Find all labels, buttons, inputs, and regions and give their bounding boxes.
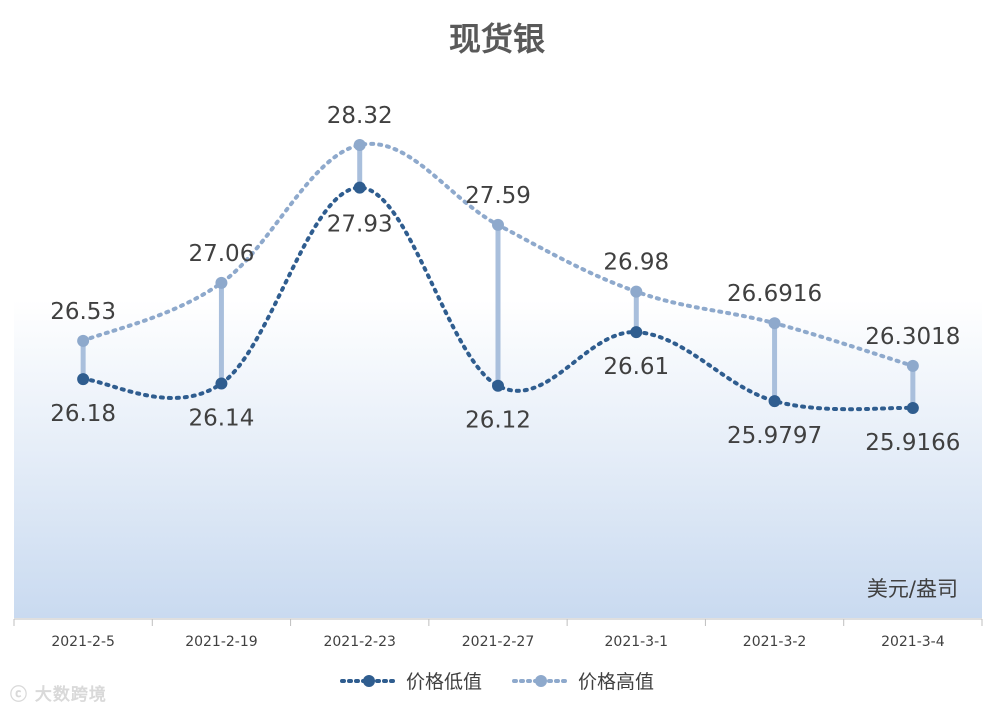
- x-tick-label: 2021-2-27: [462, 634, 534, 650]
- x-tick-label: 2021-2-23: [323, 634, 395, 650]
- data-point-low: [353, 181, 366, 194]
- data-label-low: 26.18: [50, 401, 116, 427]
- data-label-high: 27.59: [465, 183, 531, 209]
- data-point-high: [215, 276, 228, 289]
- data-label-high: 28.32: [327, 103, 393, 129]
- watermark-logo: ⓒ 大数跨境: [10, 685, 107, 705]
- data-label-low: 26.12: [465, 408, 531, 434]
- series-line-low: [81, 185, 915, 412]
- data-label-high: 26.98: [603, 250, 669, 276]
- data-label-high: 26.3018: [865, 324, 960, 350]
- x-tick-label: 2021-3-1: [605, 634, 669, 650]
- data-label-high: 26.53: [50, 299, 116, 325]
- data-point-low: [215, 377, 228, 390]
- data-point-high: [630, 285, 643, 298]
- x-tick-label: 2021-2-19: [185, 634, 257, 650]
- legend-label-low: 价格低值: [405, 671, 482, 693]
- data-point-low: [906, 402, 919, 414]
- data-label-low: 26.61: [603, 354, 669, 380]
- data-label-low: 27.93: [327, 212, 393, 238]
- unit-label: 美元/盎司: [867, 577, 958, 601]
- data-point-high: [77, 334, 90, 347]
- data-label-high: 27.06: [188, 241, 254, 267]
- data-label-low: 26.14: [188, 406, 254, 432]
- watermark-text: 大数跨境: [34, 685, 107, 705]
- data-point-high: [768, 317, 781, 330]
- data-point-low: [768, 395, 781, 408]
- data-label-high: 26.6916: [727, 281, 822, 307]
- legend-label-high: 价格高值: [578, 671, 655, 693]
- x-tick-label: 2021-3-4: [881, 634, 945, 650]
- x-tick-label: 2021-3-2: [743, 634, 807, 650]
- data-point-high: [906, 359, 919, 372]
- data-label-low: 25.9797: [727, 423, 822, 449]
- legend: 价格低值 价格高值: [0, 667, 994, 694]
- legend-low-marker: [339, 674, 398, 687]
- data-point-low: [77, 373, 90, 386]
- data-point-high: [492, 218, 504, 231]
- data-point-low: [492, 379, 504, 392]
- chart-title: 现货银: [448, 20, 545, 58]
- data-point-high: [353, 139, 366, 151]
- x-tick-label: 2021-2-5: [51, 634, 115, 650]
- data-label-low: 25.9166: [865, 430, 960, 456]
- data-point-low: [630, 326, 643, 339]
- legend-item-high[interactable]: 价格高值: [512, 667, 654, 694]
- legend-item-low[interactable]: 价格低值: [339, 667, 482, 694]
- legend-high-marker: [512, 674, 570, 687]
